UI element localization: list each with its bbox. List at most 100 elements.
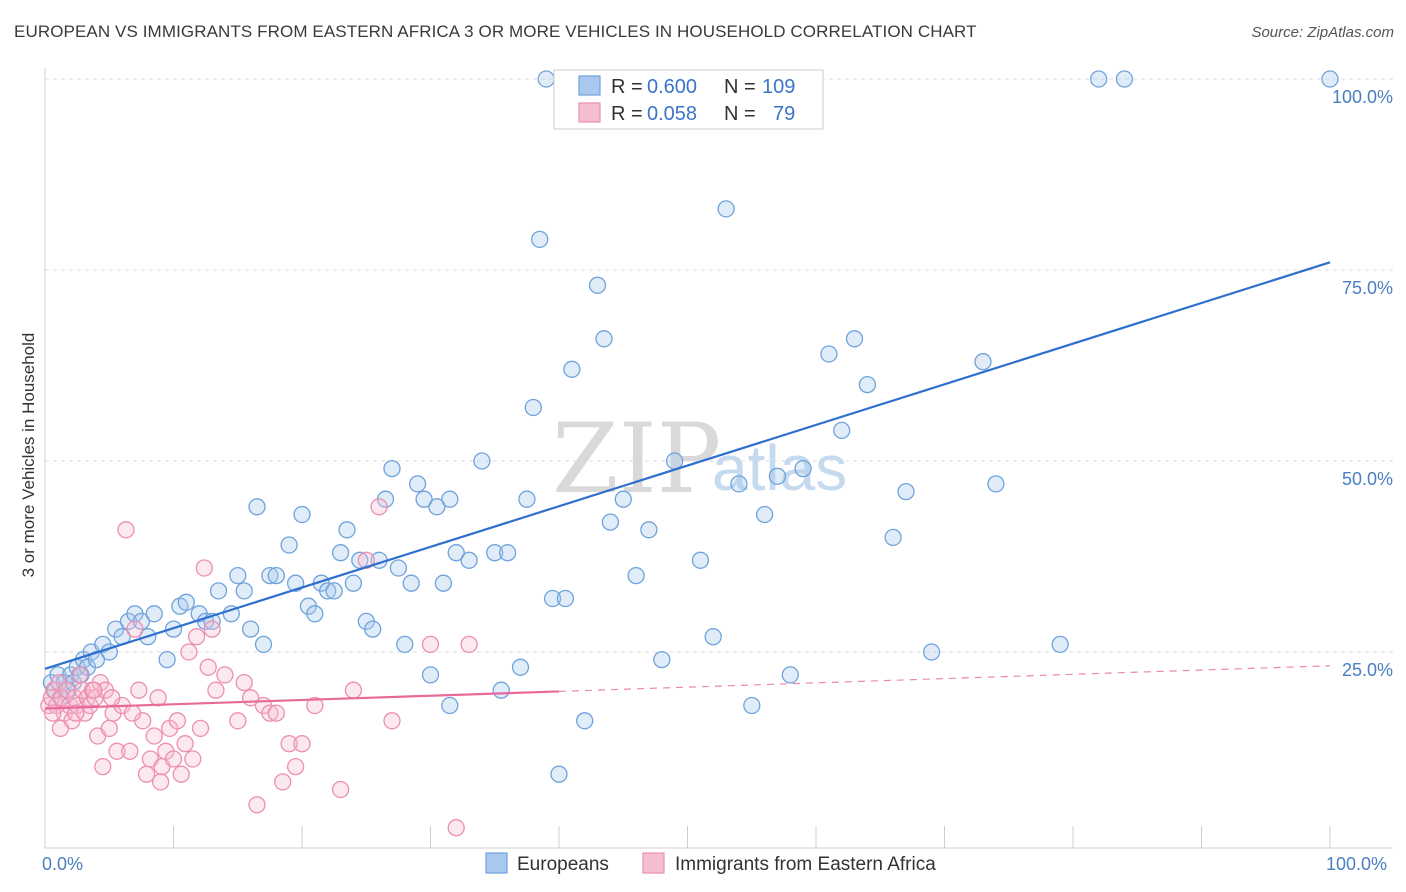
europeans-point — [428, 498, 446, 516]
eastern-africa-point — [130, 681, 148, 699]
europeans-point — [338, 521, 356, 539]
europeans-point — [588, 276, 607, 294]
eastern-africa-point — [306, 696, 324, 715]
legend-swatch-eastern-africa — [578, 102, 601, 123]
legend-n-label-eastern-africa: N = — [724, 103, 756, 125]
europeans-point — [396, 635, 414, 654]
europeans-point — [441, 696, 459, 715]
eastern-africa-point — [168, 712, 187, 730]
europeans-point — [254, 635, 273, 654]
europeans-point — [1321, 70, 1339, 88]
eastern-africa-point — [172, 765, 190, 783]
europeans-point — [261, 566, 279, 585]
eastern-africa-point — [85, 681, 103, 699]
europeans-point — [415, 490, 433, 508]
europeans-point — [518, 490, 536, 508]
eastern-africa-point — [187, 628, 206, 646]
europeans-point — [897, 482, 915, 501]
eastern-africa-point — [121, 742, 139, 760]
eastern-africa-point — [195, 559, 213, 577]
europeans-point — [248, 498, 266, 516]
legend-n-value-europeans: 109 — [762, 76, 795, 98]
europeans-point — [293, 505, 311, 524]
europeans-point — [1090, 70, 1108, 88]
watermark: ZIP atlas — [552, 403, 847, 515]
europeans-point — [550, 765, 568, 783]
europeans-point — [241, 620, 260, 638]
eastern-africa-point — [331, 780, 350, 799]
europeans-point — [447, 544, 465, 562]
eastern-africa-point — [267, 704, 285, 722]
legend-r-value-eastern-africa: 0.058 — [647, 103, 697, 125]
europeans-point — [319, 582, 337, 600]
x-tick-label-max: 100.0% — [1326, 854, 1387, 874]
eastern-africa-point — [71, 666, 89, 684]
bottom-legend-swatch-europeans — [485, 852, 508, 874]
y-tick-labels: 25.0% 50.0% 75.0% 100.0% — [1332, 87, 1393, 680]
europeans-point — [601, 513, 620, 531]
europeans-point — [531, 230, 549, 249]
eastern-africa-point — [184, 750, 202, 768]
eastern-africa-points — [40, 498, 478, 837]
europeans-trend-line — [44, 261, 1331, 670]
europeans-point — [511, 658, 530, 676]
europeans-point — [884, 528, 902, 547]
europeans-points — [42, 70, 1339, 783]
eastern-africa-point — [51, 719, 70, 738]
europeans-point — [441, 490, 459, 508]
europeans-point — [820, 345, 838, 363]
europeans-point — [177, 593, 195, 611]
eastern-africa-point — [100, 719, 118, 738]
europeans-point — [434, 574, 453, 592]
eastern-africa-point — [447, 819, 465, 837]
europeans-point — [614, 490, 632, 508]
europeans-point — [498, 544, 517, 562]
europeans-point — [325, 582, 343, 600]
europeans-point — [653, 650, 671, 669]
europeans-point — [717, 200, 735, 218]
legend-r-label-eastern-africa: R = — [611, 103, 643, 125]
eastern-africa-point — [207, 681, 225, 699]
europeans-point — [209, 582, 228, 600]
europeans-point — [402, 574, 420, 592]
europeans-point — [858, 375, 877, 394]
x-tick-label-min: 0.0% — [42, 854, 83, 874]
eastern-africa-point — [145, 727, 163, 745]
europeans-point — [755, 505, 774, 524]
y-tick-label: 25.0% — [1342, 660, 1393, 680]
europeans-point — [383, 459, 401, 478]
eastern-africa-point — [67, 704, 85, 722]
europeans-point — [640, 521, 658, 539]
bottom-legend-swatch-eastern-africa — [642, 852, 665, 874]
eastern-africa-point — [216, 666, 234, 684]
eastern-africa-point — [199, 658, 217, 676]
eastern-africa-point — [117, 521, 135, 539]
europeans-point — [267, 566, 285, 585]
eastern-africa-point — [126, 620, 144, 638]
europeans-point — [460, 551, 478, 569]
bottom-legend-label-eastern-africa: Immigrants from Eastern Africa — [675, 854, 936, 875]
europeans-point — [235, 582, 253, 600]
trend-lines — [44, 261, 1331, 710]
series-legend: Europeans Immigrants from Eastern Africa — [485, 852, 936, 875]
eastern-africa-point — [235, 673, 253, 692]
eastern-africa-point — [421, 635, 440, 654]
europeans-point — [145, 605, 163, 623]
europeans-point — [576, 712, 594, 730]
europeans-point — [421, 666, 440, 684]
eastern-africa-point — [164, 750, 183, 768]
europeans-point — [794, 459, 812, 478]
y-tick-label: 100.0% — [1332, 87, 1393, 107]
europeans-point — [691, 551, 710, 569]
europeans-point — [974, 353, 992, 371]
legend-n-value-eastern-africa: 79 — [773, 103, 795, 125]
eastern-africa-trend-line-extension — [558, 665, 1331, 693]
eastern-africa-point — [103, 689, 121, 707]
eastern-africa-point — [149, 689, 167, 707]
europeans-point — [331, 544, 350, 562]
europeans-point — [158, 650, 176, 669]
europeans-point — [563, 360, 581, 378]
europeans-point — [845, 330, 864, 348]
europeans-point — [344, 574, 363, 592]
